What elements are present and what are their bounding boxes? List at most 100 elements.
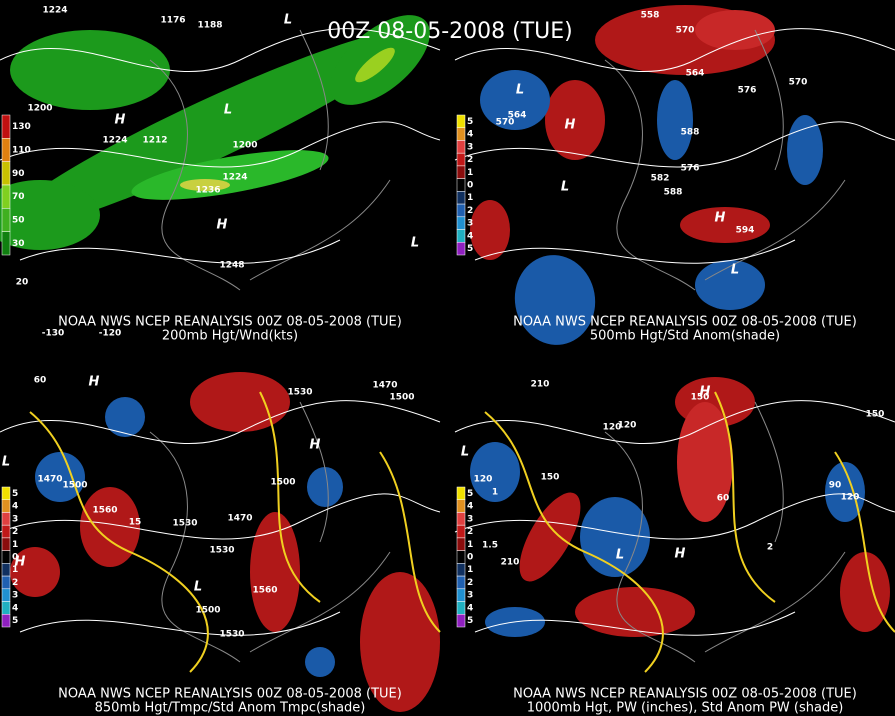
shaded-area xyxy=(677,402,733,522)
legend-label: 110 xyxy=(12,146,31,156)
contour xyxy=(0,28,441,264)
panel-subtitle: 1000mb Hgt, PW (inches), Std Anom PW (sh… xyxy=(527,701,844,716)
legend-swatch xyxy=(1,588,11,602)
legend-swatch xyxy=(1,550,11,564)
legend-swatch xyxy=(456,550,466,564)
legend-label: 2 xyxy=(467,578,473,588)
contour-label: 1500 xyxy=(195,606,220,616)
shaded-area xyxy=(580,497,650,577)
legend-label: 5 xyxy=(467,616,473,626)
shaded-area xyxy=(695,10,775,50)
pressure-center: L xyxy=(561,180,569,195)
contour-label: 564 xyxy=(508,111,527,121)
legend-label: 130 xyxy=(12,122,31,132)
contour-label: 120 xyxy=(603,423,622,433)
legend-label: 1 xyxy=(467,193,473,203)
coastline xyxy=(149,401,391,663)
contour-label: 120 xyxy=(474,475,493,485)
contour-label: 150 xyxy=(866,410,885,420)
legend-label: 1 xyxy=(12,540,18,550)
contour xyxy=(454,28,895,264)
shaded-area xyxy=(787,115,823,185)
coastline xyxy=(149,29,391,291)
map-panel: NOAA NWS NCEP REANALYSIS 00Z 08-05-2008 … xyxy=(454,372,895,716)
shaded-area xyxy=(657,80,693,160)
legend-label: 5 xyxy=(467,244,473,254)
legend-swatch xyxy=(456,537,466,551)
legend-label: 5 xyxy=(12,489,18,499)
legend-label: 4 xyxy=(467,231,473,241)
contour-label: 1530 xyxy=(287,388,312,398)
legend-swatch xyxy=(456,140,466,154)
pressure-center: H xyxy=(15,555,26,570)
contour-secondary xyxy=(484,391,895,673)
pressure-center: L xyxy=(461,445,469,460)
legend-swatch xyxy=(456,614,466,628)
legend-swatch xyxy=(1,563,11,577)
pressure-center: H xyxy=(89,375,100,390)
legend-label: 3 xyxy=(467,142,473,152)
legend-swatch xyxy=(456,127,466,141)
contour-label: 588 xyxy=(664,188,683,198)
legend-swatch xyxy=(456,512,466,526)
pressure-center: H xyxy=(700,385,711,400)
contour-label: 1236 xyxy=(195,186,220,196)
map-panel: NOAA NWS NCEP REANALYSIS 00Z 08-05-2008 … xyxy=(0,372,441,716)
legend-swatch xyxy=(1,184,11,209)
legend-label: 3 xyxy=(12,514,18,524)
contour-label: 1470 xyxy=(372,381,397,391)
legend-swatch xyxy=(456,114,466,128)
legend-swatch xyxy=(1,114,11,139)
legend-swatch xyxy=(1,614,11,628)
contour-label: 90 xyxy=(829,481,842,491)
legend-swatch xyxy=(456,165,466,179)
contour-label: 1530 xyxy=(209,546,234,556)
shaded-area xyxy=(470,442,520,502)
legend-swatch xyxy=(456,524,466,539)
contour-label: 1188 xyxy=(197,21,222,31)
contour xyxy=(454,400,895,636)
contour-label: -120 xyxy=(99,329,122,339)
contour-label: 20 xyxy=(16,278,29,288)
contour-label: 1.5 xyxy=(482,541,498,551)
coastline xyxy=(604,29,846,291)
contour-label: 1248 xyxy=(219,261,244,271)
contour-label: 120 xyxy=(618,421,637,431)
contour-label: 1500 xyxy=(270,478,295,488)
shaded-area xyxy=(250,512,300,632)
shaded-area xyxy=(545,80,605,160)
legend-label: 2 xyxy=(12,578,18,588)
contour-label: 1 xyxy=(492,488,498,498)
contour-label: 558 xyxy=(641,11,660,21)
legend-label: 1 xyxy=(467,168,473,178)
panel-caption: NOAA NWS NCEP REANALYSIS 00Z 08-05-2008 … xyxy=(58,315,402,330)
contour-label: 1200 xyxy=(232,141,257,151)
shaded-area xyxy=(695,260,765,310)
contour-label: 576 xyxy=(738,86,757,96)
pressure-center: H xyxy=(115,113,126,128)
contour-label: 1224 xyxy=(102,136,127,146)
contour-label: 570 xyxy=(496,118,515,128)
legend-label: 0 xyxy=(467,181,473,191)
pressure-center: L xyxy=(2,455,10,470)
legend-label: 3 xyxy=(467,591,473,601)
contour-label: 1560 xyxy=(92,506,117,516)
legend-swatch xyxy=(1,231,11,256)
contour-label: 150 xyxy=(691,393,710,403)
coastline xyxy=(604,401,846,663)
contour-label: 1530 xyxy=(172,519,197,529)
legend-label: 4 xyxy=(467,502,473,512)
shaded-area xyxy=(35,452,85,502)
legend-label: 90 xyxy=(12,169,25,179)
contour-label: 210 xyxy=(501,558,520,568)
contour-secondary xyxy=(29,391,441,673)
contour-label: 210 xyxy=(531,380,550,390)
contour-label: 582 xyxy=(651,174,670,184)
shaded-area xyxy=(470,200,510,260)
pressure-center: L xyxy=(224,103,232,118)
legend-swatch xyxy=(456,575,466,590)
legend-label: 3 xyxy=(467,514,473,524)
shaded-area xyxy=(840,552,890,632)
legend-swatch xyxy=(1,524,11,539)
